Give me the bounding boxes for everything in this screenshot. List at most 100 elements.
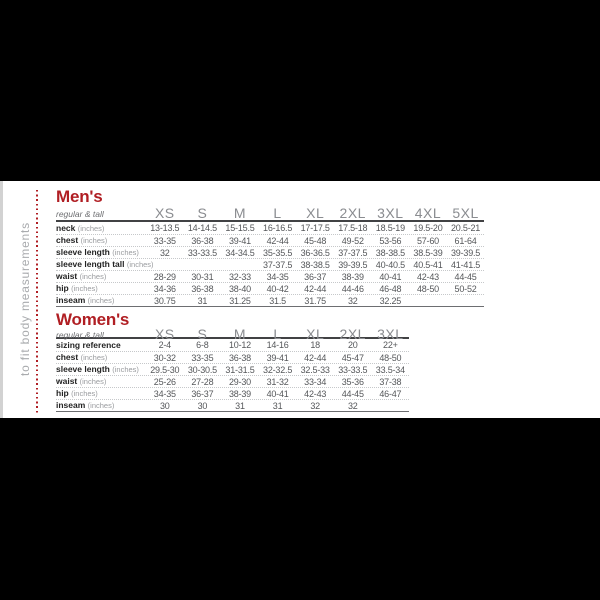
size-value-cell: 40-41 (379, 271, 402, 282)
table-row: chest (inches) 33-35 36-38 39-41 42-44 45-48 4… (56, 234, 485, 246)
size-value-cell: 38-40 (228, 283, 251, 294)
size-value-cell: 61-64 (454, 235, 477, 246)
size-value-cell: 33-35 (153, 235, 176, 246)
size-column-header: L (273, 326, 282, 342)
row-unit: (inches) (112, 365, 139, 374)
row-unit: (inches) (77, 223, 105, 233)
size-column-header: M (233, 205, 247, 221)
size-value-cell: 19.5-20 (413, 223, 443, 233)
size-value-cell: 36-38 (191, 283, 214, 294)
size-value-cell: 46-48 (379, 283, 402, 294)
size-value-cell: 34-34.5 (225, 247, 255, 258)
row-label-text: inseam (56, 295, 86, 305)
size-value-cell: 37-37.5 (338, 247, 368, 258)
row-label: hip (inches) (56, 388, 146, 399)
size-value-cell: 33-33.5 (187, 247, 217, 258)
size-value-cell: 42-44 (304, 283, 327, 294)
size-value-cell: 30-32 (153, 352, 176, 363)
size-value-cell: 41-41.5 (450, 259, 481, 270)
size-value-cell: 48-50 (379, 352, 402, 363)
size-value-cell: 18 (310, 340, 320, 350)
size-value-cell: 17.5-18 (338, 223, 368, 233)
row-label: inseam (inches) (56, 295, 146, 306)
size-value-cell: 34-36 (153, 283, 176, 294)
size-column-header: S (197, 326, 208, 342)
size-value-cell: 33-34 (304, 376, 327, 387)
row-label: sleeve length (inches) (56, 247, 146, 258)
size-value-cell: 25-26 (153, 376, 176, 387)
size-value-cell: 45-47 (341, 352, 364, 363)
size-value-cell: 49-52 (341, 235, 364, 246)
womens-size-table: Women's regular & tall XS S M L XL 2XL 3XL sizing… (56, 311, 410, 412)
size-value-cell: 39-39.5 (450, 247, 481, 258)
row-label-text: waist (56, 376, 78, 386)
size-value-cell: 31-31.5 (225, 364, 255, 375)
table-row: waist (inches) 28-29 30-31 32-33 34-35 36-37 3… (56, 270, 485, 282)
table-row: inseam (inches) 30.75 31 31.25 31.5 31.75 32 32… (56, 294, 485, 306)
size-value-cell: 30-31 (191, 271, 214, 282)
size-value-cell: 32 (310, 400, 320, 411)
row-label-text: chest (56, 235, 79, 245)
red-dotted-rule (36, 190, 38, 414)
row-label: waist (inches) (56, 271, 146, 282)
size-value-cell: 44-45 (341, 388, 364, 399)
size-column-header: XL (306, 205, 325, 221)
size-value-cell: 37-38 (379, 376, 402, 387)
row-unit: (inches) (126, 260, 154, 269)
size-value-cell: 36-37 (191, 388, 214, 399)
row-unit: (inches) (71, 389, 98, 398)
size-value-cell: 30 (197, 400, 208, 411)
row-unit: (inches) (87, 401, 115, 410)
row-label: hip (inches) (56, 283, 146, 294)
table-row: sleeve length (inches) 32 33-33.5 34-34.5 35… (56, 246, 485, 258)
size-value-cell: 27-28 (191, 376, 214, 387)
size-column-header: 5XL (452, 205, 479, 221)
row-label-text: sizing reference (56, 340, 121, 350)
row-unit: (inches) (80, 353, 108, 362)
table-row: sleeve length (inches) 29.5-30 30-30.5 31-3… (56, 363, 410, 375)
size-value-cell: 38-38.5 (375, 247, 405, 258)
table-header: Women's regular & tall XS S M L XL 2XL 3XL (56, 311, 409, 341)
size-value-cell: 50-52 (454, 283, 477, 294)
size-value-cell: 29-30 (228, 376, 251, 387)
row-label: sleeve length tall (inches) (56, 259, 154, 270)
size-value-cell: 38-39 (341, 271, 364, 282)
size-value-cell: 35-36 (341, 376, 364, 387)
size-value-cell: 13-13.5 (150, 223, 180, 233)
row-label: sleeve length (inches) (56, 364, 146, 375)
table-row: chest (inches) 30-32 33-35 36-38 39-41 42-44 4… (56, 351, 410, 363)
size-value-cell: 34-35 (153, 388, 176, 399)
row-unit: (inches) (79, 272, 107, 281)
vertical-axis-label: to fit body measurements (18, 222, 32, 376)
row-label-text: sleeve length (56, 247, 110, 257)
table-row: waist (inches) 25-26 27-28 29-30 31-32 33-34 3… (56, 375, 410, 387)
size-value-cell: 36-38 (228, 352, 251, 363)
size-value-cell: 33.5-34 (375, 364, 405, 375)
row-unit: (inches) (87, 296, 115, 305)
size-value-cell: 40.5-41 (413, 259, 443, 270)
size-chart-panel: to fit body measurements Men's regular & … (0, 181, 600, 418)
size-value-cell: 31.75 (304, 295, 326, 306)
size-value-cell: 45-48 (304, 235, 327, 246)
size-value-cell: 38-39 (228, 388, 251, 399)
mens-size-table: Men's regular & tall XS S M L XL 2XL 3XL 4XL 5XL ne… (56, 188, 485, 307)
size-value-cell: 30.75 (154, 295, 176, 306)
size-column-header: XS (154, 326, 175, 342)
size-value-cell: 10-12 (228, 340, 251, 350)
table-subtitle: regular & tall (56, 209, 104, 219)
size-value-cell: 40-40.5 (375, 259, 405, 270)
size-value-cell: 32 (159, 247, 170, 258)
row-label: inseam (inches) (56, 400, 146, 411)
size-value-cell: 30 (159, 400, 170, 411)
size-value-cell: 33-35 (191, 352, 214, 363)
row-label: waist (inches) (56, 376, 146, 387)
table-row: sizing reference 2-4 6-8 10-12 14-16 18 20 22+ (56, 339, 409, 351)
size-column-header: XL (306, 326, 325, 342)
row-label-text: sleeve length (56, 364, 110, 374)
size-value-cell: 36-37 (304, 271, 327, 282)
size-value-cell: 31-32 (266, 376, 289, 387)
size-value-cell: 6-8 (196, 340, 209, 350)
size-value-cell: 31.25 (229, 295, 251, 306)
row-label: sizing reference (56, 340, 146, 350)
